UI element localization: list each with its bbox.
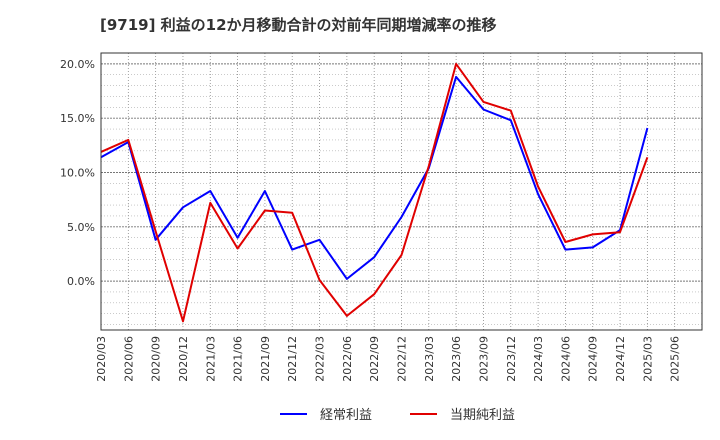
x-tick-label: 2020/09 bbox=[150, 336, 163, 382]
x-tick-label: 2022/06 bbox=[341, 336, 354, 382]
x-tick-label: 2020/03 bbox=[95, 336, 108, 382]
series-lines bbox=[100, 62, 649, 323]
plot-frame bbox=[100, 52, 703, 331]
legend-label-0: 経常利益 bbox=[320, 408, 372, 423]
x-tick-label: 2024/06 bbox=[559, 336, 572, 382]
series-line-0 bbox=[100, 75, 649, 280]
y-axis-labels: 0.0% 5.0% 10.0% 15.0% 20.0% bbox=[60, 58, 95, 288]
x-tick-label: 2021/06 bbox=[232, 336, 245, 382]
x-tick-label: 2023/03 bbox=[423, 336, 436, 382]
series-line-1 bbox=[100, 62, 649, 323]
x-tick-label: 2020/12 bbox=[177, 336, 190, 382]
chart-title: [9719] 利益の12か月移動合計の対前年同期増減率の推移 bbox=[100, 16, 497, 34]
y-tick-label: 0.0% bbox=[67, 275, 95, 288]
y-tick-label: 5.0% bbox=[67, 221, 95, 234]
x-tick-label: 2021/12 bbox=[286, 336, 299, 382]
y-tick-label: 10.0% bbox=[60, 166, 95, 179]
x-tick-label: 2021/03 bbox=[204, 336, 217, 382]
x-tick-label: 2022/09 bbox=[368, 336, 381, 382]
y-tick-label: 20.0% bbox=[60, 58, 95, 71]
legend-label-1: 当期純利益 bbox=[450, 408, 515, 423]
legend: 経常利益 当期純利益 bbox=[280, 408, 515, 423]
x-tick-label: 2025/06 bbox=[669, 336, 682, 382]
x-tick-label: 2020/06 bbox=[122, 336, 135, 382]
x-tick-label: 2025/03 bbox=[641, 336, 654, 382]
x-tick-label: 2023/06 bbox=[450, 336, 463, 382]
x-axis-labels: 2020/03 2020/06 2020/09 2020/12 2021/03 2021/… bbox=[95, 336, 682, 382]
x-tick-label: 2024/12 bbox=[614, 336, 627, 382]
x-tick-label: 2023/09 bbox=[477, 336, 490, 382]
x-tick-label: 2024/09 bbox=[587, 336, 600, 382]
x-tick-label: 2021/09 bbox=[259, 336, 272, 382]
x-tick-label: 2023/12 bbox=[505, 336, 518, 382]
x-tick-label: 2022/03 bbox=[314, 336, 327, 382]
y-tick-label: 15.0% bbox=[60, 112, 95, 125]
x-tick-label: 2024/03 bbox=[532, 336, 545, 382]
x-tick-label: 2022/12 bbox=[396, 336, 409, 382]
